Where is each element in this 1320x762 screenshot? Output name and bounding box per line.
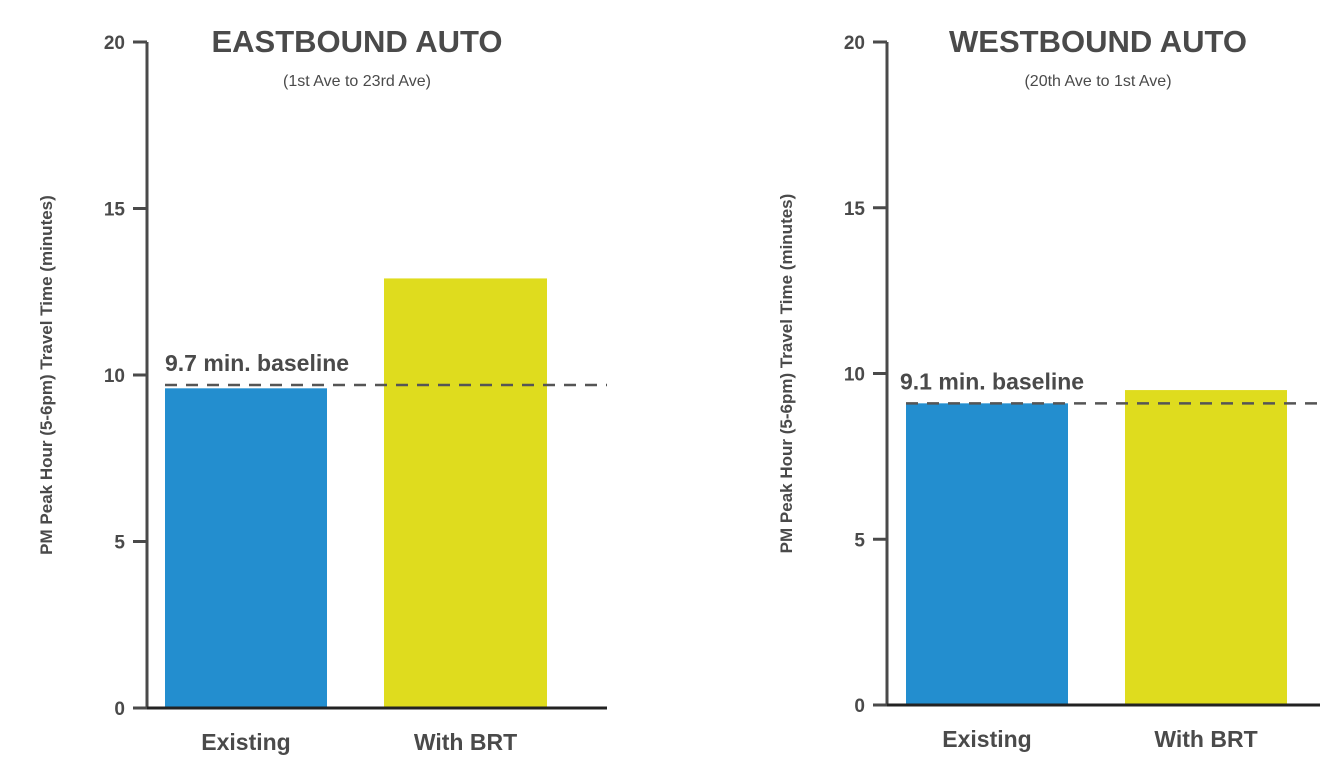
eastbound-chart: EASTBOUND AUTO (1st Ave to 23rd Ave) PM Pe… [37,24,607,755]
y-axis-label: PM Peak Hour (5-6pm) Travel Time (minute… [777,194,796,554]
bar-existing [906,403,1068,705]
y-tick-label: 20 [844,33,865,54]
westbound-chart: WESTBOUND AUTO (20th Ave to 1st Ave) PM Pe… [777,24,1320,752]
x-tick-label: With BRT [1154,726,1257,752]
baseline-label: 9.1 min. baseline [900,368,1084,394]
y-tick-label: 20 [104,33,125,54]
x-tick-label: With BRT [414,729,517,755]
y-tick-label: 0 [114,699,125,720]
x-tick-label: Existing [201,729,290,755]
chart-subtitle: (1st Ave to 23rd Ave) [283,73,431,90]
baseline-label: 9.7 min. baseline [165,350,349,376]
y-tick-label: 10 [104,366,125,387]
y-tick-label: 15 [104,200,126,221]
y-tick-label: 15 [844,199,866,220]
chart-title: WESTBOUND AUTO [949,24,1247,59]
x-tick-label: Existing [942,726,1031,752]
bar-with-brt [384,278,547,708]
y-tick-label: 0 [854,696,865,717]
chart-subtitle: (20th Ave to 1st Ave) [1024,73,1171,90]
y-tick-label: 10 [844,365,865,386]
bar-existing [165,388,327,708]
y-axis-label: PM Peak Hour (5-6pm) Travel Time (minute… [37,195,56,555]
y-tick-label: 5 [854,530,865,551]
chart-title: EASTBOUND AUTO [211,24,502,59]
y-tick-label: 5 [114,533,125,554]
bar-with-brt [1125,390,1287,705]
